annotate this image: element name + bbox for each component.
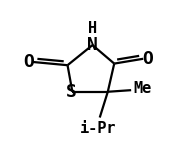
Text: O: O bbox=[23, 53, 34, 71]
Text: i-Pr: i-Pr bbox=[80, 121, 116, 136]
Text: S: S bbox=[66, 83, 77, 101]
Text: Me: Me bbox=[134, 81, 152, 96]
Text: H: H bbox=[88, 21, 97, 37]
Text: O: O bbox=[142, 50, 153, 68]
Text: N: N bbox=[87, 36, 98, 54]
